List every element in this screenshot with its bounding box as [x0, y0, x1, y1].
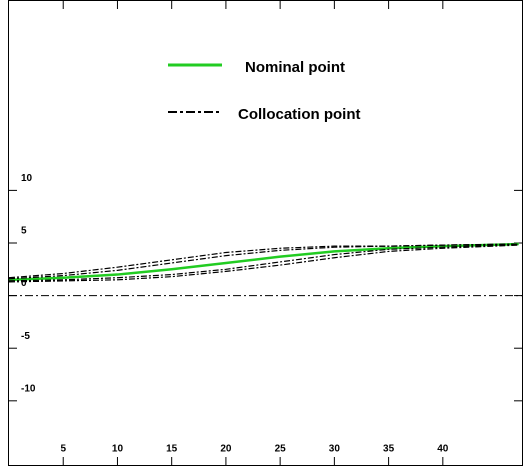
x-tick-label: 35: [383, 444, 395, 455]
x-tick-label: 15: [166, 444, 178, 455]
y-tick-label: 10: [21, 173, 33, 184]
y-tick-label: -10: [21, 383, 36, 394]
series-line: [8, 243, 519, 282]
x-tick-label: 5: [60, 444, 66, 455]
legend-label: Nominal point: [245, 59, 345, 76]
plot-frame: [8, 0, 523, 466]
x-tick-label: 40: [437, 444, 449, 455]
series-line: [8, 243, 519, 280]
x-tick-label: 30: [329, 444, 341, 455]
x-tick-label: 20: [220, 444, 232, 455]
y-tick-label: 5: [21, 226, 27, 237]
series-line: [8, 244, 519, 283]
y-tick-label: -5: [21, 331, 30, 342]
x-tick-label: 25: [275, 444, 287, 455]
series-line: [8, 243, 519, 279]
y-tick-label: 0: [21, 278, 27, 289]
x-tick-label: 10: [112, 444, 124, 455]
legend-label: Collocation point: [238, 106, 360, 123]
series-line: [8, 242, 519, 282]
